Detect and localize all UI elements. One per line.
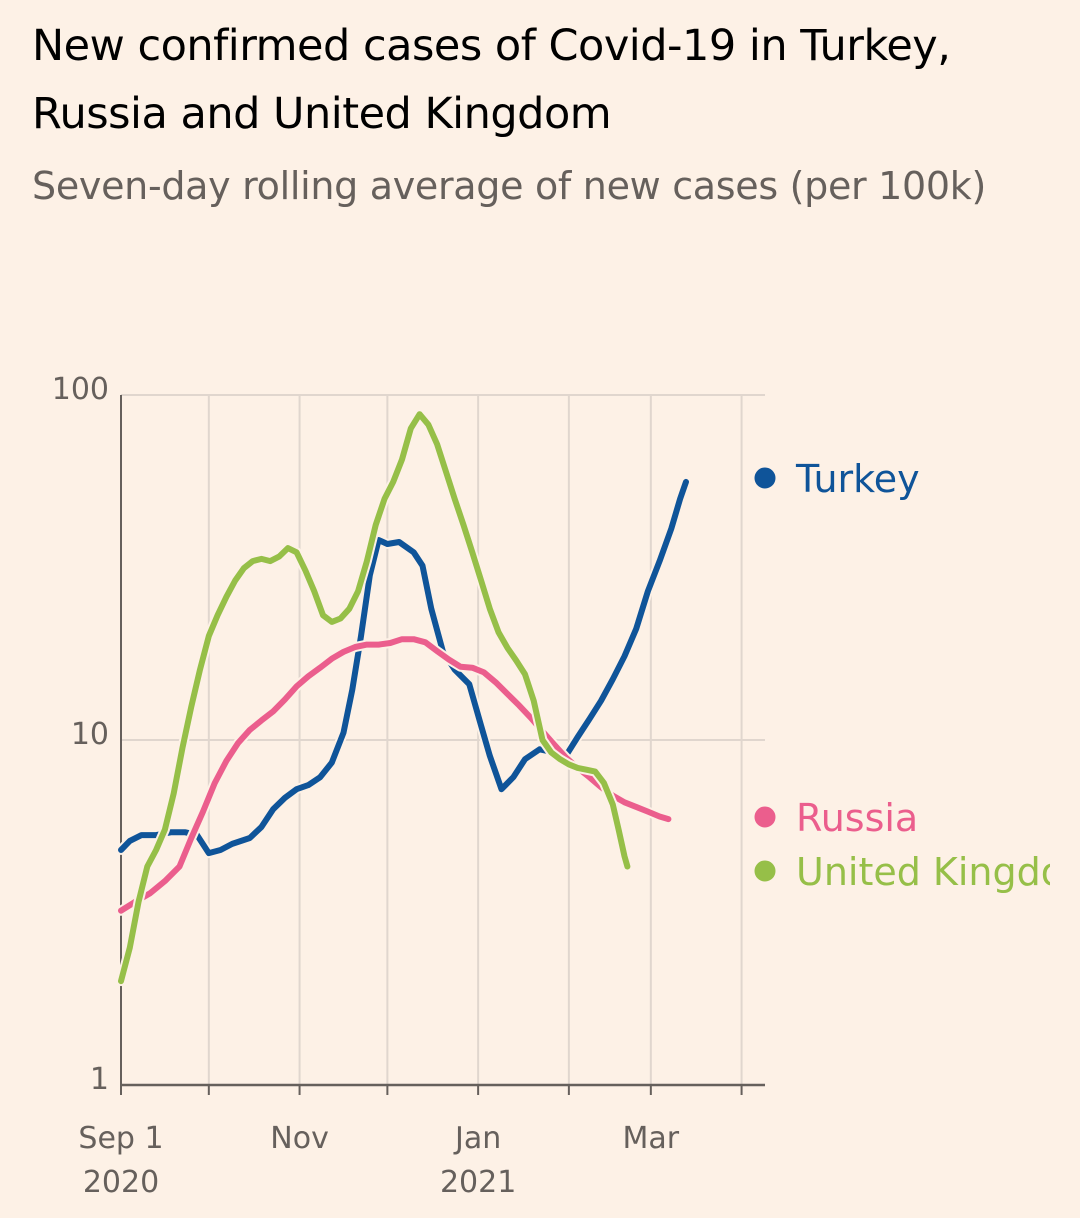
x-tick-label: Jan [453,1121,501,1156]
x-tick-label: Mar [623,1121,680,1156]
series-end-dot-united-kingdom [751,857,779,885]
series-line-turkey [118,478,689,857]
series-halo-united-kingdom [116,409,633,987]
grid-layer [121,394,765,1085]
chart-subtitle: Seven-day rolling average of new cases (… [32,164,987,208]
x-tick-sublabel: 2021 [440,1165,516,1200]
series-end-dot-russia [751,803,779,831]
series-end-dot-turkey [751,464,779,492]
x-tick-label: Nov [270,1121,329,1156]
series-label-russia: Russia [796,796,918,840]
label-layer: Turkey Russia United Kingdom [751,457,1080,894]
x-tick-label: Sep 1 [78,1121,163,1156]
series-line-united-kingdom [118,411,631,985]
y-tick-label: 1 [90,1062,109,1097]
chart-title: New confirmed cases of Covid-19 in Turke… [32,21,951,139]
y-tick-label: 10 [71,717,109,752]
y-tick-label: 100 [52,372,109,407]
axis-layer: 1 10 100 Sep 1 2020 Nov Jan 2021 Mar [52,372,765,1200]
x-tick-sublabel: 2020 [83,1165,159,1200]
series-line-russia [118,636,672,914]
series-label-united-kingdom: United Kingdom [796,850,1080,894]
series-label-turkey: Turkey [795,457,920,501]
series-layer [116,409,691,987]
